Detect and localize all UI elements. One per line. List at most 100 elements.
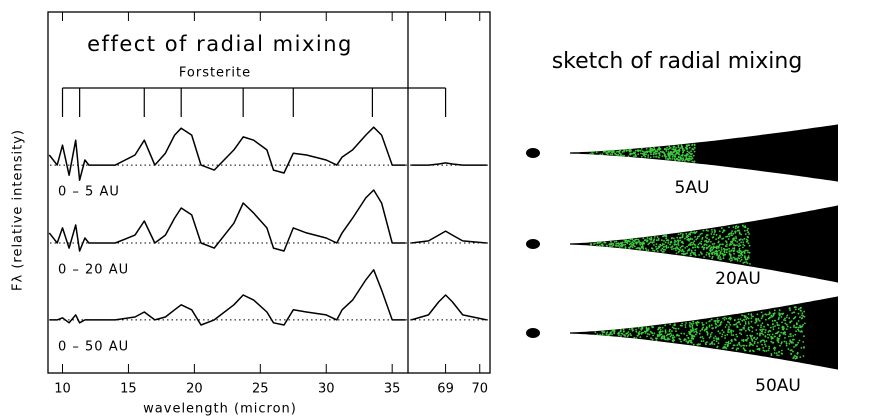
dust-grain	[789, 321, 792, 324]
dust-grain	[662, 248, 665, 251]
dust-grain	[802, 355, 805, 357]
dust-grain	[690, 323, 693, 325]
dust-grain	[688, 152, 691, 154]
dust-grain	[676, 152, 679, 155]
dust-grain	[725, 341, 728, 344]
dust-grain	[648, 150, 651, 153]
dust-grain	[792, 338, 795, 341]
dust-grain	[700, 340, 703, 343]
dust-grain	[715, 323, 718, 326]
dust-grain	[780, 316, 783, 318]
dust-grain	[788, 317, 791, 319]
dust-grain	[768, 313, 770, 316]
dust-grain	[646, 333, 649, 335]
dust-grain	[640, 152, 642, 155]
dust-grain	[646, 237, 649, 239]
dust-grain	[716, 317, 719, 320]
series-label: 0 – 20 AU	[58, 263, 129, 278]
dust-grain	[767, 336, 769, 339]
dust-grain	[669, 151, 672, 153]
dust-grain	[677, 244, 680, 246]
dust-grain	[694, 236, 696, 238]
dust-grain	[795, 355, 798, 358]
dust-grain	[628, 148, 631, 151]
dust-grain	[613, 329, 616, 332]
dust-grain	[735, 225, 738, 227]
dust-grain	[675, 334, 678, 337]
dust-grain	[650, 331, 653, 334]
dust-grain	[682, 250, 684, 252]
dust-grain	[715, 234, 718, 236]
dust-grain	[803, 335, 805, 338]
dust-grain	[724, 253, 727, 256]
dust-grain	[714, 246, 716, 249]
dust-grain	[681, 322, 683, 325]
dust-grain	[747, 313, 750, 315]
dust-grain	[639, 149, 642, 152]
dust-grain	[719, 252, 722, 255]
dust-grain	[725, 241, 728, 244]
dust-grain	[674, 159, 677, 162]
dust-grain	[672, 154, 675, 156]
dust-grain	[690, 251, 693, 253]
dust-grain	[735, 333, 738, 336]
dust-grain	[671, 148, 674, 151]
dust-grain	[788, 335, 790, 338]
dust-grain	[657, 247, 660, 249]
dust-grain	[708, 238, 710, 241]
dust-grain	[604, 151, 607, 153]
dust-grain	[770, 314, 773, 317]
dust-grain	[697, 343, 700, 346]
dust-grain	[771, 341, 774, 344]
dust-grain	[677, 327, 680, 330]
dust-grain	[770, 340, 773, 343]
dust-grain	[727, 233, 730, 236]
dust-grain	[800, 347, 803, 349]
dust-grain	[761, 330, 763, 332]
dust-grain	[743, 251, 746, 253]
dust-grain	[697, 246, 700, 249]
dust-grain	[621, 244, 624, 247]
dust-grain	[695, 333, 697, 336]
dust-grain	[702, 337, 705, 340]
dust-grain	[633, 242, 635, 245]
dust-grain	[631, 246, 634, 249]
dust-grain	[778, 324, 780, 327]
dust-grain	[599, 333, 601, 336]
dust-grain	[652, 249, 654, 252]
dust-grain	[709, 320, 711, 322]
dust-grain	[691, 335, 694, 338]
dust-grain	[774, 325, 776, 327]
dust-grain	[636, 334, 639, 337]
dust-grain	[740, 233, 742, 236]
dust-grain	[755, 319, 758, 322]
dust-grain	[638, 242, 641, 244]
dust-grain	[678, 248, 681, 251]
dust-grain	[728, 252, 731, 255]
dust-grain	[738, 231, 741, 234]
dust-grain	[765, 340, 768, 342]
dust-grain	[723, 319, 726, 321]
dust-grain	[649, 241, 652, 244]
dust-grain	[740, 256, 743, 259]
dust-grain	[701, 232, 703, 235]
dust-grain	[646, 240, 648, 243]
dust-grain	[685, 232, 688, 235]
dust-grain	[733, 247, 736, 250]
dust-grain	[768, 347, 771, 350]
dust-grain	[728, 326, 730, 328]
dust-grain	[685, 144, 688, 147]
dust-grain	[784, 319, 787, 322]
dust-grain	[609, 240, 612, 243]
dust-grain	[672, 338, 675, 341]
dust-grain	[760, 339, 763, 342]
dust-grain	[672, 334, 675, 337]
dust-grain	[706, 331, 708, 333]
x-tick-label: 10	[54, 382, 71, 397]
dust-grain	[724, 326, 727, 328]
dust-grain	[706, 234, 709, 236]
dust-grain	[613, 149, 615, 152]
dust-grain	[780, 331, 783, 334]
dust-grain	[750, 317, 753, 320]
dust-grain	[682, 242, 684, 245]
